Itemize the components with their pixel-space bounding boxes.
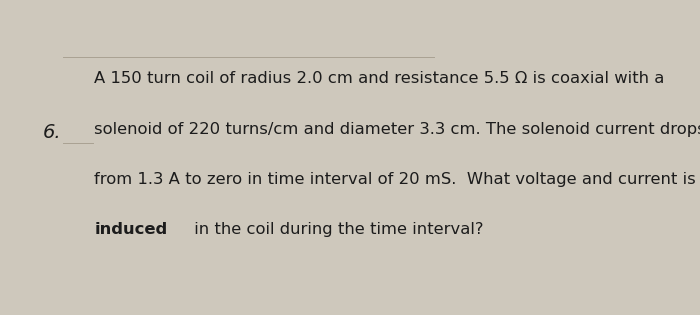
- Text: A 150 turn coil of radius 2.0 cm and resistance 5.5 Ω is coaxial with a: A 150 turn coil of radius 2.0 cm and res…: [94, 71, 665, 86]
- Text: induced: induced: [94, 222, 168, 238]
- Text: solenoid of 220 turns/cm and diameter 3.3 cm. The solenoid current drops: solenoid of 220 turns/cm and diameter 3.…: [94, 122, 700, 137]
- Text: in the coil during the time interval?: in the coil during the time interval?: [189, 222, 484, 238]
- Text: from 1.3 A to zero in time interval of 20 mS.  What voltage and current is: from 1.3 A to zero in time interval of 2…: [94, 172, 696, 187]
- Text: 6.: 6.: [43, 123, 62, 142]
